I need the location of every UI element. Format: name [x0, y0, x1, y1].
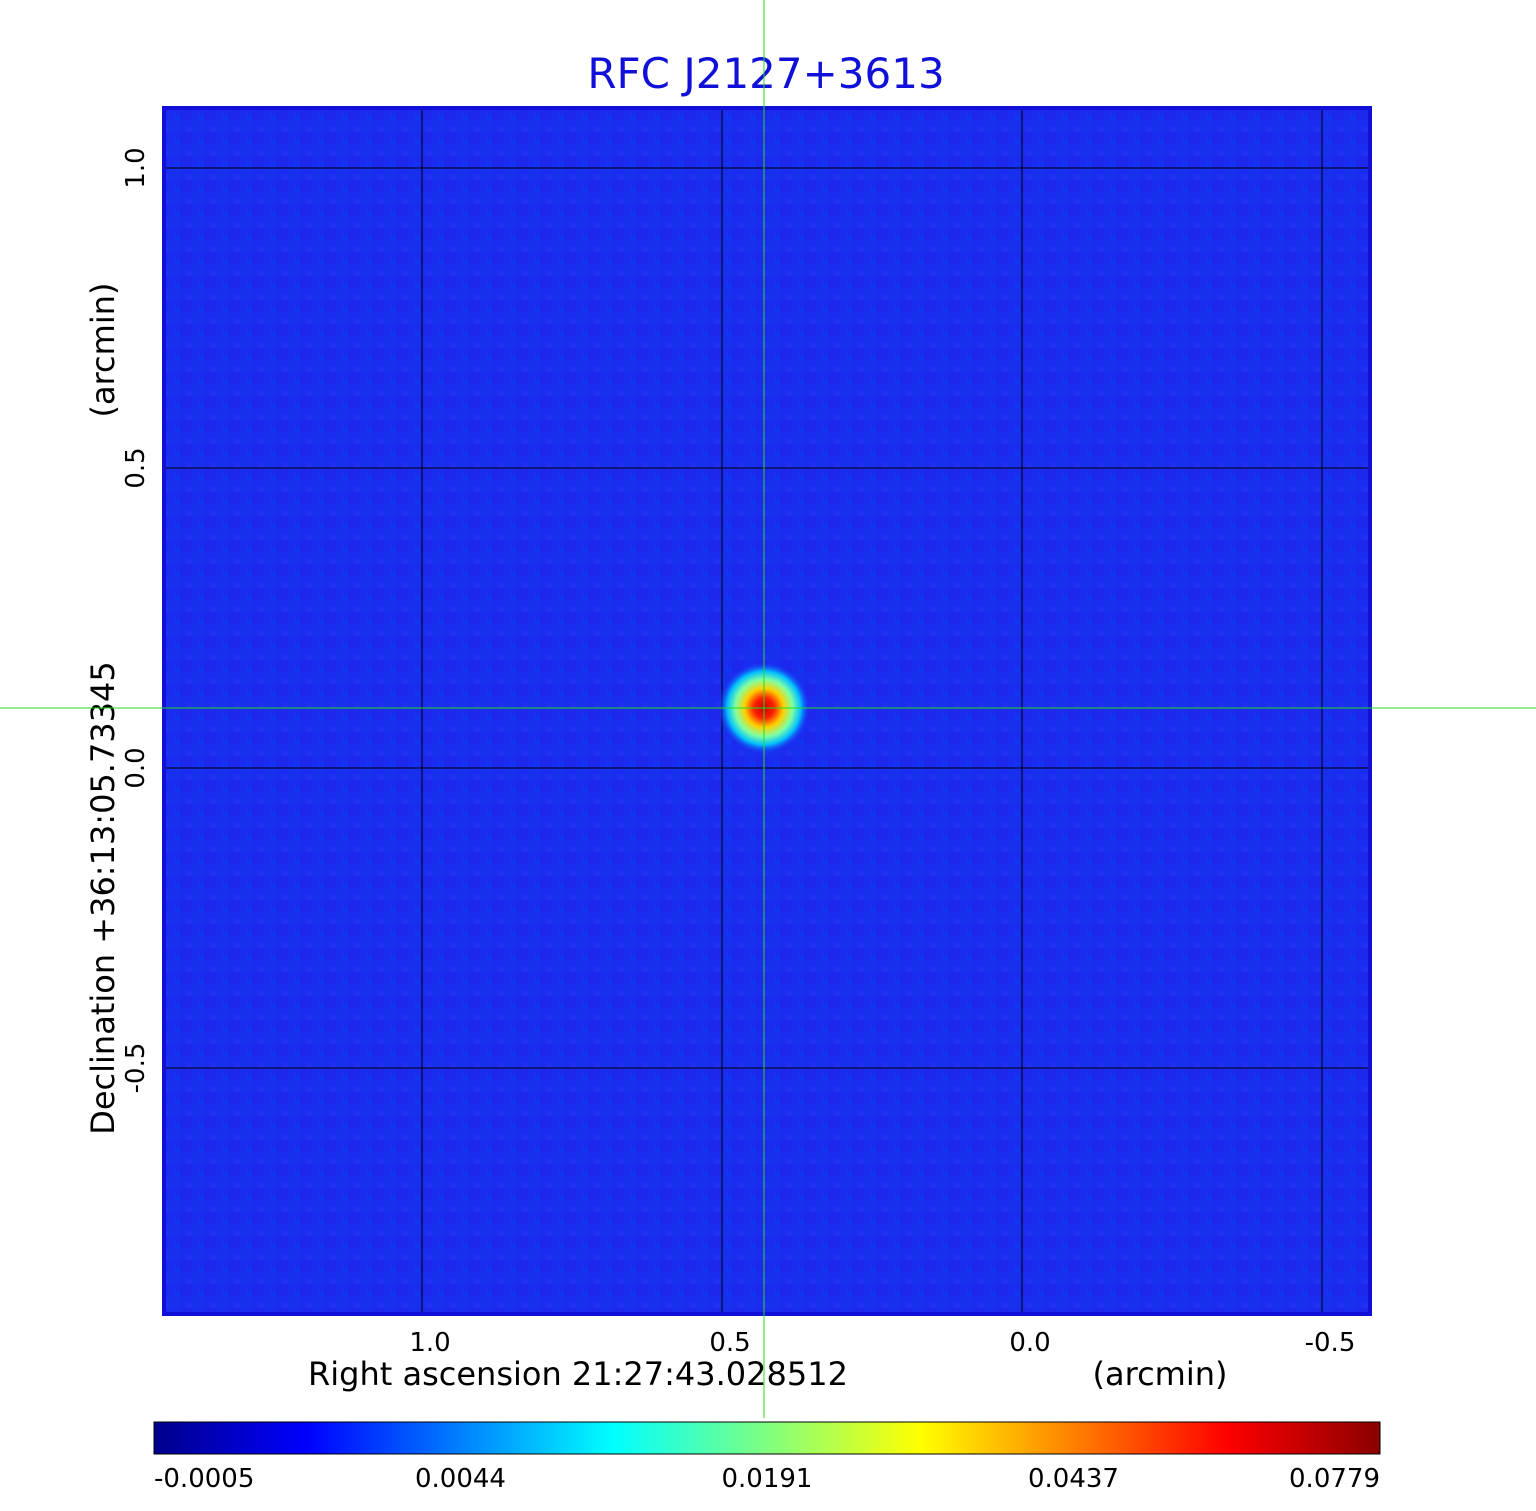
y-tick-label: 0.0: [121, 747, 151, 788]
x-axis-label: Right ascension 21:27:43.028512: [308, 1355, 848, 1393]
y-axis-label: Declination +36:13:05.73345: [84, 661, 122, 1135]
colorbar-tick-label: 0.0779: [1289, 1464, 1380, 1494]
y-axis-unit: (arcmin): [84, 283, 122, 418]
y-tick-labels: 1.0 0.5 0.0 -0.5: [121, 147, 151, 1093]
x-axis-unit: (arcmin): [1093, 1355, 1228, 1393]
plot-frame: [162, 106, 1372, 1316]
x-tick-label: -0.5: [1305, 1328, 1356, 1358]
colorbar-tick-label: 0.0191: [722, 1464, 813, 1494]
colorbar-gradient: [153, 1421, 1381, 1455]
colorbar-tick-label: 0.0437: [1028, 1464, 1119, 1494]
x-tick-label: 1.0: [409, 1328, 450, 1358]
chart-title: RFC J2127+3613: [587, 49, 944, 98]
colorbar: -0.0005 0.0044 0.0191 0.0437 0.0779: [153, 1421, 1381, 1494]
colorbar-tick-label: 0.0044: [415, 1464, 506, 1494]
crosshair: [0, 0, 1536, 1418]
plot-area: [162, 106, 1372, 1316]
colorbar-tick-labels: -0.0005 0.0044 0.0191 0.0437 0.0779: [154, 1464, 1380, 1494]
y-tick-label: 1.0: [121, 147, 151, 188]
y-tick-label: 0.5: [121, 447, 151, 488]
x-tick-label: 0.5: [709, 1328, 750, 1358]
x-tick-label: 0.0: [1009, 1328, 1050, 1358]
y-tick-label: -0.5: [121, 1043, 151, 1094]
colorbar-tick-label: -0.0005: [154, 1464, 254, 1494]
x-tick-labels: 1.0 0.5 0.0 -0.5: [409, 1328, 1355, 1358]
